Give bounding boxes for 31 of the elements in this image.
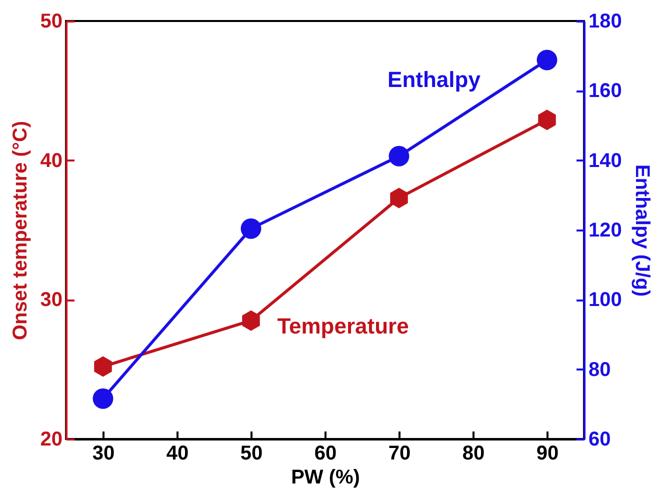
- y2-axis-title: Enthalpy (J/g): [630, 164, 653, 297]
- y-tick-label: 30: [40, 289, 62, 312]
- x-tick-label: 70: [388, 442, 411, 464]
- x-tick-label: 80: [462, 442, 485, 464]
- y2-tick-label: 80: [588, 358, 611, 381]
- y2-tick-label: 60: [588, 428, 611, 450]
- y-tick-label: 50: [40, 10, 62, 32]
- x-tick-label: 40: [166, 442, 189, 464]
- point: [536, 50, 558, 70]
- y2-tick-label: 120: [588, 220, 622, 242]
- point: [538, 110, 556, 130]
- point: [388, 146, 410, 166]
- series-label: Temperature: [277, 314, 409, 339]
- y2-tick-label: 140: [588, 150, 622, 172]
- point: [390, 188, 408, 208]
- y-axis-title: Onset temperature (°C): [9, 120, 32, 340]
- x-axis-title: PW (%): [291, 466, 360, 488]
- y2-tick-label: 160: [588, 80, 622, 102]
- x-tick-label: 30: [92, 442, 115, 464]
- x-tick-label: 50: [240, 442, 263, 464]
- point: [240, 218, 262, 239]
- y-tick-label: 20: [40, 428, 62, 450]
- point: [94, 356, 112, 377]
- y2-tick-label: 180: [588, 10, 622, 32]
- x-tick-label: 60: [314, 442, 337, 464]
- y2-tick-label: 100: [588, 289, 622, 312]
- series-label: Enthalpy: [388, 67, 482, 92]
- x-tick-label: 90: [536, 442, 559, 464]
- y-tick-label: 40: [40, 150, 62, 172]
- point: [242, 310, 260, 331]
- point: [92, 388, 114, 409]
